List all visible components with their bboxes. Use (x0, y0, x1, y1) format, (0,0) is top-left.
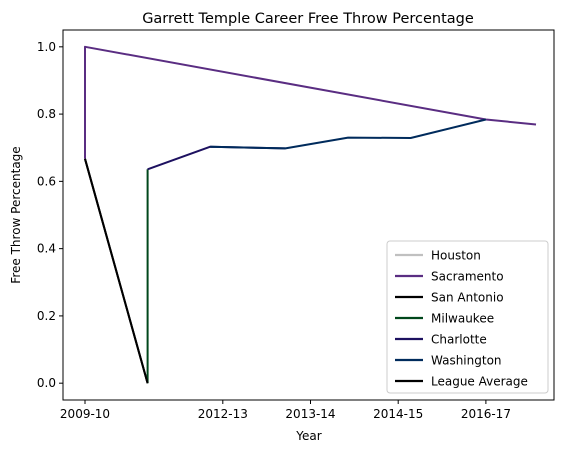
legend-entry: Charlotte (431, 333, 487, 347)
y-tick-label: 0.8 (37, 107, 56, 121)
series-line-league-average (84, 158, 149, 384)
x-tick-label: 2016-17 (461, 407, 511, 421)
legend-box (386, 240, 549, 394)
ticks-layer: 0.0 0.2 0.4 0.6 0.8 1.0 2009-10 2012-13 2013-14 2… (37, 40, 511, 421)
y-tick-label: 0.2 (37, 309, 56, 323)
series-line-sacramento (84, 45, 537, 159)
series-line-washington (210, 118, 487, 150)
legend-entry: Sacramento (431, 270, 504, 284)
y-axis-label: Free Throw Percentage (9, 146, 23, 283)
y-tick-label: 0.0 (37, 376, 56, 390)
x-tick-label: 2012-13 (198, 407, 248, 421)
legend-entry: Houston (431, 249, 481, 263)
plot-frame (62, 29, 555, 401)
x-tick-label: 2013-14 (285, 407, 335, 421)
legend-entry: Washington (431, 354, 502, 368)
legend-entry: San Antonio (431, 291, 504, 305)
y-tick-label: 1.0 (37, 40, 56, 54)
x-axis-label: Year (295, 429, 321, 443)
x-tick-label: 2014-15 (373, 407, 423, 421)
legend: Houston Sacramento San Antonio Milwaukee Cha… (386, 240, 549, 394)
legend-entry: Milwaukee (431, 312, 494, 326)
chart-title: Garrett Temple Career Free Throw Percent… (142, 11, 474, 27)
legend-entry: League Average (431, 375, 528, 389)
y-tick-label: 0.6 (37, 174, 56, 188)
series-layer (84, 45, 537, 384)
y-tick-label: 0.4 (37, 242, 56, 256)
series-line-charlotte (147, 145, 286, 171)
x-tick-label: 2009-10 (60, 407, 110, 421)
